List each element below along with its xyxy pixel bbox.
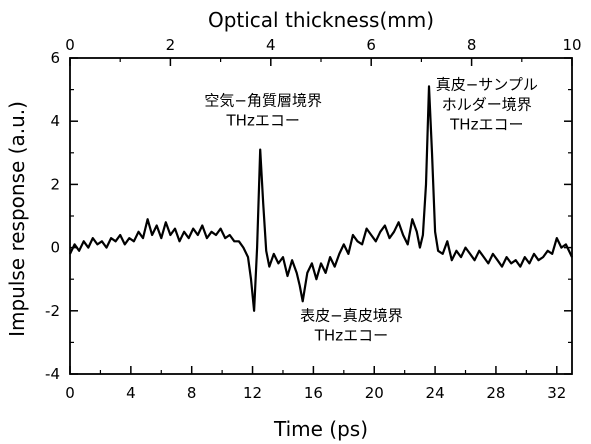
x-tick-label: 28 bbox=[486, 384, 505, 402]
y-tick-label: 2 bbox=[50, 175, 60, 193]
x-tick-label: 0 bbox=[65, 384, 75, 402]
annotation-text: ホルダー境界 bbox=[442, 96, 532, 114]
annotation-text: 空気−角質層境界 bbox=[204, 91, 322, 109]
annotation-text: 表皮−真皮境界 bbox=[300, 306, 403, 324]
x-tick-label: 32 bbox=[547, 384, 566, 402]
annotation-text: THzエコー bbox=[449, 116, 523, 134]
x-tick-label: 8 bbox=[187, 384, 197, 402]
x2-tick-label: 6 bbox=[366, 36, 376, 54]
x-tick-label: 12 bbox=[243, 384, 262, 402]
y-tick-label: 4 bbox=[50, 112, 60, 130]
x2-axis-title: Optical thickness(mm) bbox=[208, 8, 434, 32]
x-tick-label: 24 bbox=[426, 384, 445, 402]
annotation-text: THzエコー bbox=[226, 111, 300, 129]
x-tick-label: 20 bbox=[365, 384, 384, 402]
x-axis-title: Time (ps) bbox=[273, 417, 368, 441]
annotation-text: 真皮−サンプル bbox=[436, 76, 538, 94]
y-axis-title: Impulse response (a.u.) bbox=[5, 101, 29, 337]
x2-tick-label: 10 bbox=[562, 36, 581, 54]
x2-tick-label: 2 bbox=[166, 36, 176, 54]
plot-frame bbox=[69, 57, 573, 375]
plot-area bbox=[69, 85, 573, 312]
x2-tick-label: 0 bbox=[65, 36, 75, 54]
x-tick-label: 16 bbox=[304, 384, 323, 402]
y-tick-label: -4 bbox=[45, 365, 60, 383]
y-tick-label: 6 bbox=[50, 49, 60, 67]
x-tick-label: 4 bbox=[126, 384, 136, 402]
y-tick-label: 0 bbox=[50, 239, 60, 257]
annotation-text: THzエコー bbox=[314, 326, 388, 344]
annotation-layer: 空気−角質層境界THzエコー真皮−サンプルホルダー境界THzエコー表皮−真皮境界… bbox=[204, 76, 537, 345]
y-tick-label: -2 bbox=[45, 302, 60, 320]
x2-tick-label: 8 bbox=[467, 36, 477, 54]
x2-tick-label: 4 bbox=[266, 36, 276, 54]
series-line bbox=[69, 85, 573, 312]
